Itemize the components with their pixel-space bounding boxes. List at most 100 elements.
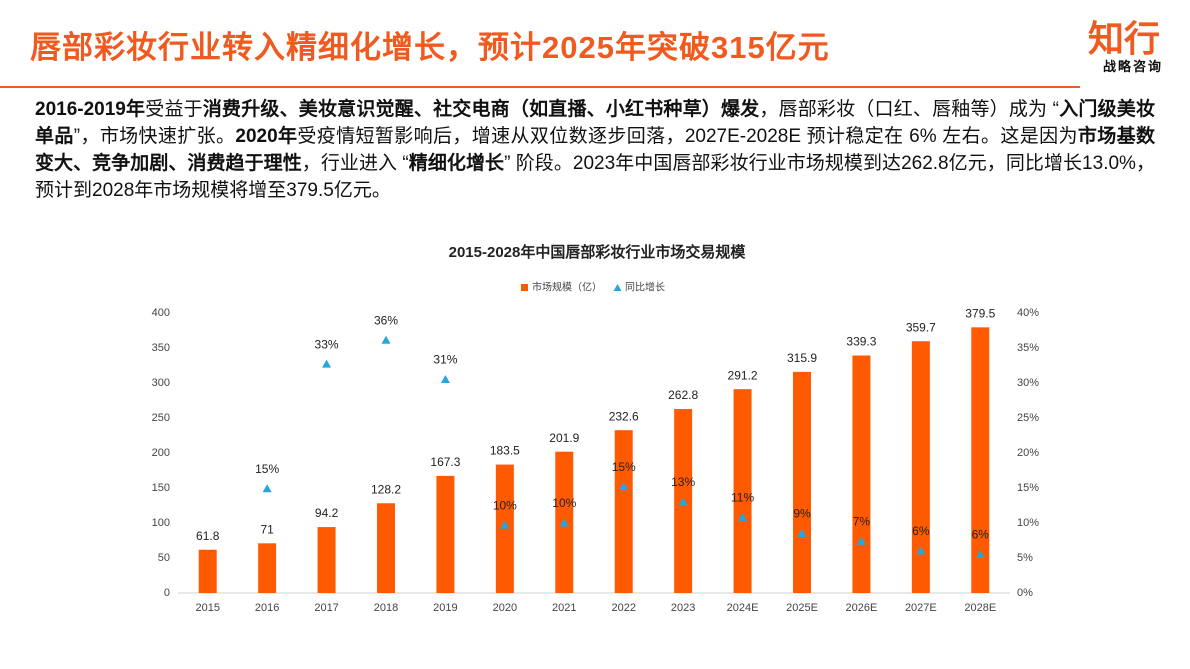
bar-value-label: 61.8 [196,529,220,543]
bar [377,503,395,593]
x-tick-label: 2023 [671,602,695,614]
chart-title: 2015-2028年中国唇部彩妆行业市场交易规模 [449,243,747,261]
growth-marker [619,482,629,491]
legend-label: 同比增长 [625,281,665,294]
y-tick-label: 200 [152,447,170,459]
growth-marker [440,375,450,383]
legend-swatch [521,284,528,291]
bar-value-label: 167.3 [430,455,460,469]
bar-value-label: 359.7 [906,320,936,334]
x-tick-label: 2018 [374,602,398,614]
growth-marker [738,512,748,521]
bar [971,327,990,593]
x-tick-label: 2020 [493,602,517,614]
y2-tick-label: 30% [1017,377,1039,389]
growth-marker [322,359,332,368]
growth-marker [381,335,391,344]
x-tick-label: 2025E [786,602,818,614]
bar-value-label: 379.5 [965,307,995,321]
growth-marker [559,518,569,527]
paragraph-segment: 精细化增长 [408,153,505,174]
x-tick-label: 2015 [195,602,219,614]
slide-title: 唇部彩妆行业转入精细化增长，预计2025年突破315亿元 [30,30,830,65]
logo-subtitle: 战略咨询 [1102,59,1163,74]
bar-value-label: 262.8 [668,388,698,402]
growth-marker [797,529,807,537]
y2-tick-label: 15% [1017,482,1039,494]
y-tick-label: 300 [152,377,170,389]
paragraph-segment: 入门级美妆单品 [35,99,1155,147]
legend-swatch [613,284,622,291]
x-tick-label: 2021 [552,602,576,614]
growth-value-label: 15% [255,462,279,476]
bar-value-label: 94.2 [315,506,339,520]
bar-value-label: 128.2 [371,482,401,496]
growth-value-label: 13% [671,475,695,489]
x-tick-label: 2017 [314,602,338,614]
y2-tick-label: 0% [1017,587,1033,599]
y-tick-label: 400 [152,307,170,319]
growth-value-label: 31% [433,353,457,367]
x-tick-label: 2016 [255,602,279,614]
growth-value-label: 33% [315,337,339,351]
growth-marker [262,484,272,493]
bar-value-label: 315.9 [787,351,817,365]
bar [495,464,514,593]
bar [614,430,633,593]
paragraph-segment: 市场基数变大、竞争加剧、消费趋于理性 [35,126,1155,174]
growth-value-label: 36% [374,313,398,327]
growth-value-label: 9% [793,507,811,521]
growth-value-label: 11% [731,491,754,505]
y2-tick-label: 35% [1017,342,1039,354]
y-tick-label: 150 [152,482,170,494]
x-tick-label: 2027E [905,602,937,614]
y2-tick-label: 40% [1017,307,1039,319]
x-tick-label: 2024E [727,602,759,614]
bar-value-label: 201.9 [549,431,579,445]
growth-marker [678,497,688,506]
bar [198,549,217,593]
growth-value-label: 7% [853,514,871,528]
growth-marker [916,546,926,555]
y-tick-label: 350 [152,342,170,354]
paragraph-segment: 消费升级、美妆意识觉醒、社交电商（如直播、小红书种草）爆发 [202,99,760,120]
growth-marker [975,550,985,558]
y2-tick-label: 10% [1017,517,1039,529]
y-tick-label: 50 [158,552,170,564]
x-tick-label: 2028E [964,602,996,614]
bar-value-label: 232.6 [609,409,639,423]
bar-value-label: 291.2 [728,368,758,382]
bar [258,543,277,593]
y-tick-label: 250 [152,412,170,424]
paragraph-segment: 2016-2019年 [35,99,146,120]
bar [317,527,336,593]
growth-marker [856,536,866,545]
growth-marker [500,520,510,529]
growth-value-label: 10% [493,498,517,512]
growth-value-label: 6% [972,528,990,542]
bar-value-label: 71 [260,522,274,536]
bar-value-label: 183.5 [490,444,520,458]
legend-label: 市场规模（亿） [532,281,602,294]
x-tick-label: 2022 [611,602,635,614]
summary-paragraph: 2016-2019年受益于消费升级、美妆意识觉醒、社交电商（如直播、小红书种草）… [35,96,1155,204]
growth-value-label: 6% [912,524,930,538]
y-tick-label: 100 [152,517,170,529]
paragraph-segment: ，唇部彩妆（口红、唇釉等）成为 “ [759,99,1060,120]
paragraph-segment: ” 阶段。2023年中国唇部彩妆行业市场规模到达262.8亿元，同比增长13.0… [35,153,1155,201]
bar-value-label: 339.3 [846,335,876,349]
title-rule [0,86,1080,88]
y2-tick-label: 5% [1017,552,1033,564]
bar [436,475,455,593]
x-tick-label: 2026E [846,602,878,614]
paragraph-segment: ”，市场快速扩张。 [73,126,236,147]
bar [852,355,871,593]
bar [793,371,811,593]
bar [733,389,752,593]
y-tick-label: 0 [164,587,170,599]
logo: 知行 [1087,18,1160,59]
bar [911,341,930,593]
growth-value-label: 10% [552,496,576,510]
